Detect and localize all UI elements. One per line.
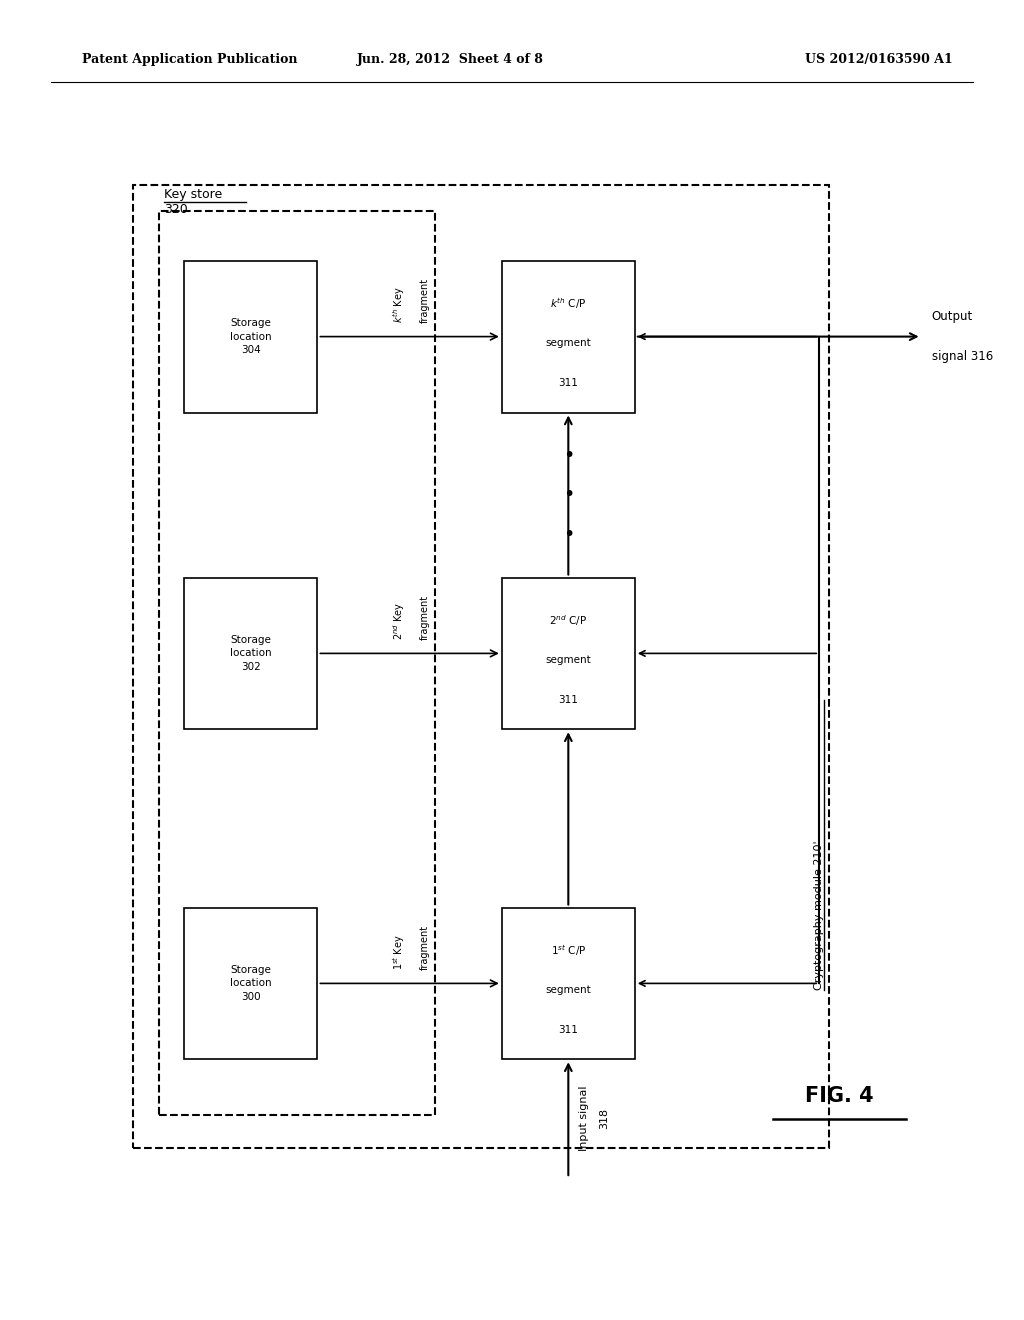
Text: fragment: fragment [420,925,430,970]
Text: 318: 318 [599,1107,609,1130]
Text: $2^{nd}$ C/P: $2^{nd}$ C/P [549,612,588,628]
Text: 320: 320 [164,203,187,216]
Text: $k^{th}$ C/P: $k^{th}$ C/P [550,296,587,312]
Text: Storage
location
300: Storage location 300 [230,965,271,1002]
Bar [184,908,317,1059]
Text: 311: 311 [558,694,579,705]
Text: FIG. 4: FIG. 4 [805,1085,874,1106]
Text: segment: segment [546,655,591,665]
Text: Storage
location
304: Storage location 304 [230,318,271,355]
Text: •: • [562,446,574,465]
Bar [502,261,635,412]
Text: Cryptography module 210': Cryptography module 210' [814,841,824,990]
Text: Jun. 28, 2012  Sheet 4 of 8: Jun. 28, 2012 Sheet 4 of 8 [357,53,544,66]
Text: US 2012/0163590 A1: US 2012/0163590 A1 [805,53,952,66]
Text: Output: Output [932,310,973,323]
Text: fragment: fragment [420,595,430,640]
Text: Storage
location
302: Storage location 302 [230,635,271,672]
Text: $2^{nd}$ Key: $2^{nd}$ Key [391,602,408,640]
Bar [159,211,435,1115]
Bar [502,908,635,1059]
Text: segment: segment [546,338,591,348]
Text: $k^{th}$ Key: $k^{th}$ Key [391,286,408,323]
Bar [184,578,317,729]
Text: •: • [562,486,574,504]
Text: signal 316: signal 316 [932,350,993,363]
Text: segment: segment [546,985,591,995]
Text: Input signal: Input signal [579,1086,589,1151]
Text: fragment: fragment [420,279,430,323]
Text: $1^{st}$ C/P: $1^{st}$ C/P [551,942,586,958]
Text: 311: 311 [558,1024,579,1035]
Text: $1^{st}$ Key: $1^{st}$ Key [391,935,408,970]
Bar [133,185,829,1148]
Bar [184,261,317,412]
Text: •: • [562,525,574,544]
Text: Key store: Key store [164,187,222,201]
Text: Patent Application Publication: Patent Application Publication [82,53,297,66]
Text: 311: 311 [558,378,579,388]
Bar [502,578,635,729]
